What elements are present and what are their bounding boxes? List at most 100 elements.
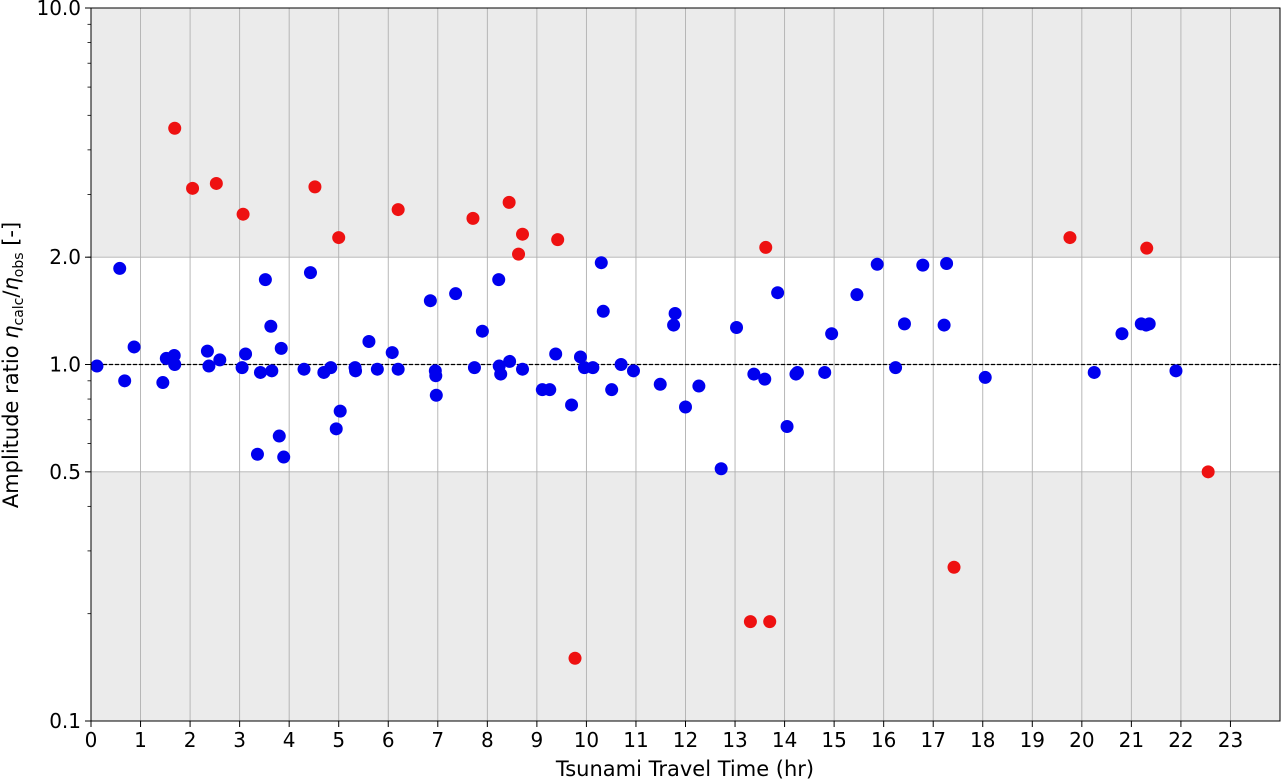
data-point-blue xyxy=(594,256,608,270)
data-point-blue xyxy=(475,324,489,338)
x-tick-label: 5 xyxy=(332,728,345,752)
data-point-blue xyxy=(370,362,384,376)
x-tick-label: 14 xyxy=(772,728,797,752)
x-tick-label: 8 xyxy=(481,728,494,752)
data-point-red xyxy=(186,181,200,195)
data-point-blue xyxy=(889,361,903,375)
data-point-red xyxy=(308,180,322,194)
data-point-blue xyxy=(333,404,347,418)
data-point-blue xyxy=(549,347,563,361)
data-point-blue xyxy=(492,273,506,287)
data-point-blue xyxy=(258,273,272,287)
x-tick-label: 4 xyxy=(283,728,296,752)
x-tick-label: 15 xyxy=(821,728,846,752)
data-point-blue xyxy=(516,362,530,376)
data-point-blue xyxy=(200,344,214,358)
data-point-blue xyxy=(780,420,794,434)
data-point-blue xyxy=(818,365,832,379)
tick-marks xyxy=(85,7,1231,727)
data-point-blue xyxy=(297,362,311,376)
data-point-blue xyxy=(449,287,463,301)
data-point-blue xyxy=(156,376,170,390)
data-point-blue xyxy=(253,365,267,379)
data-point-red xyxy=(236,207,250,221)
data-point-blue xyxy=(385,346,399,360)
data-point-blue xyxy=(790,365,804,379)
data-point-blue xyxy=(596,304,610,318)
data-point-red xyxy=(1201,465,1215,479)
data-point-blue xyxy=(692,379,706,393)
data-point-blue xyxy=(467,361,481,375)
data-point-blue xyxy=(127,340,141,354)
y-axis-label: Amplitude ratio ηcalc/ηobs [-] xyxy=(0,222,27,508)
data-point-blue xyxy=(277,450,291,464)
data-point-red xyxy=(209,176,223,190)
data-point-blue xyxy=(586,361,600,375)
x-tick-label: 16 xyxy=(871,728,896,752)
data-point-blue xyxy=(1115,327,1129,341)
data-point-blue xyxy=(850,288,864,302)
x-tick-label: 11 xyxy=(623,728,648,752)
y-tick-label: 2.0 xyxy=(49,245,81,269)
data-point-red xyxy=(332,231,346,245)
data-point-red xyxy=(516,227,530,241)
data-point-red xyxy=(743,615,757,629)
x-tick-label: 9 xyxy=(531,728,544,752)
data-point-blue xyxy=(940,257,954,271)
data-point-blue xyxy=(870,257,884,271)
y-axis-label-eta-calc: η xyxy=(0,325,23,338)
data-point-blue xyxy=(937,318,951,332)
data-point-red xyxy=(512,247,526,261)
data-point-blue xyxy=(90,359,104,373)
y-axis-label-eta-obs: η xyxy=(0,277,23,290)
data-point-blue xyxy=(239,347,253,361)
x-tick-label: 23 xyxy=(1218,728,1243,752)
data-point-blue xyxy=(274,341,288,355)
x-tick-label: 3 xyxy=(233,728,246,752)
data-point-blue xyxy=(897,317,911,331)
data-point-blue xyxy=(573,350,587,364)
y-axis-label-sub-calc: calc xyxy=(11,298,27,326)
data-point-blue xyxy=(503,354,517,368)
data-point-blue xyxy=(303,266,317,280)
data-point-red xyxy=(1063,231,1077,245)
data-point-blue xyxy=(264,319,278,333)
data-point-blue xyxy=(362,335,376,349)
y-tick-label: 0.1 xyxy=(49,709,81,733)
data-point-red xyxy=(568,651,582,665)
data-point-blue xyxy=(825,327,839,341)
data-point-blue xyxy=(758,372,772,386)
data-point-blue xyxy=(747,367,761,381)
data-point-blue xyxy=(202,359,216,373)
data-point-red xyxy=(502,195,516,209)
data-point-blue xyxy=(605,383,619,397)
data-point-blue xyxy=(714,462,728,476)
y-axis-label-suffix: [-] xyxy=(0,222,23,253)
x-tick-label: 0 xyxy=(85,728,98,752)
data-point-red xyxy=(168,121,182,135)
x-tick-label: 17 xyxy=(920,728,945,752)
data-point-blue xyxy=(429,388,443,402)
x-tick-label: 2 xyxy=(184,728,197,752)
data-point-red xyxy=(466,211,480,225)
data-point-blue xyxy=(250,447,264,461)
data-point-red xyxy=(763,615,777,629)
data-point-blue xyxy=(113,261,127,275)
x-tick-label: 6 xyxy=(382,728,395,752)
data-point-blue xyxy=(391,362,405,376)
data-point-blue xyxy=(213,353,227,367)
x-tick-label: 12 xyxy=(673,728,698,752)
x-tick-labels: 0 1 2 3 4 5 6 7 8 9 10 11 12 13 14 15 16 17 18 19 20 21 22 23 xyxy=(85,728,1244,752)
data-point-red xyxy=(759,240,773,254)
data-point-blue xyxy=(1169,364,1183,378)
data-point-blue xyxy=(329,422,343,436)
x-tick-label: 10 xyxy=(574,728,599,752)
y-tick-label: 0.5 xyxy=(49,460,81,484)
data-point-blue xyxy=(494,367,508,381)
x-tick-label: 7 xyxy=(431,728,444,752)
data-point-blue xyxy=(265,364,279,378)
y-tick-labels: 0.1 0.5 1.0 2.0 10.0 xyxy=(36,0,81,733)
data-point-blue xyxy=(543,383,557,397)
data-point-blue xyxy=(423,294,437,308)
y-axis-label-prefix: Amplitude ratio xyxy=(0,339,23,508)
